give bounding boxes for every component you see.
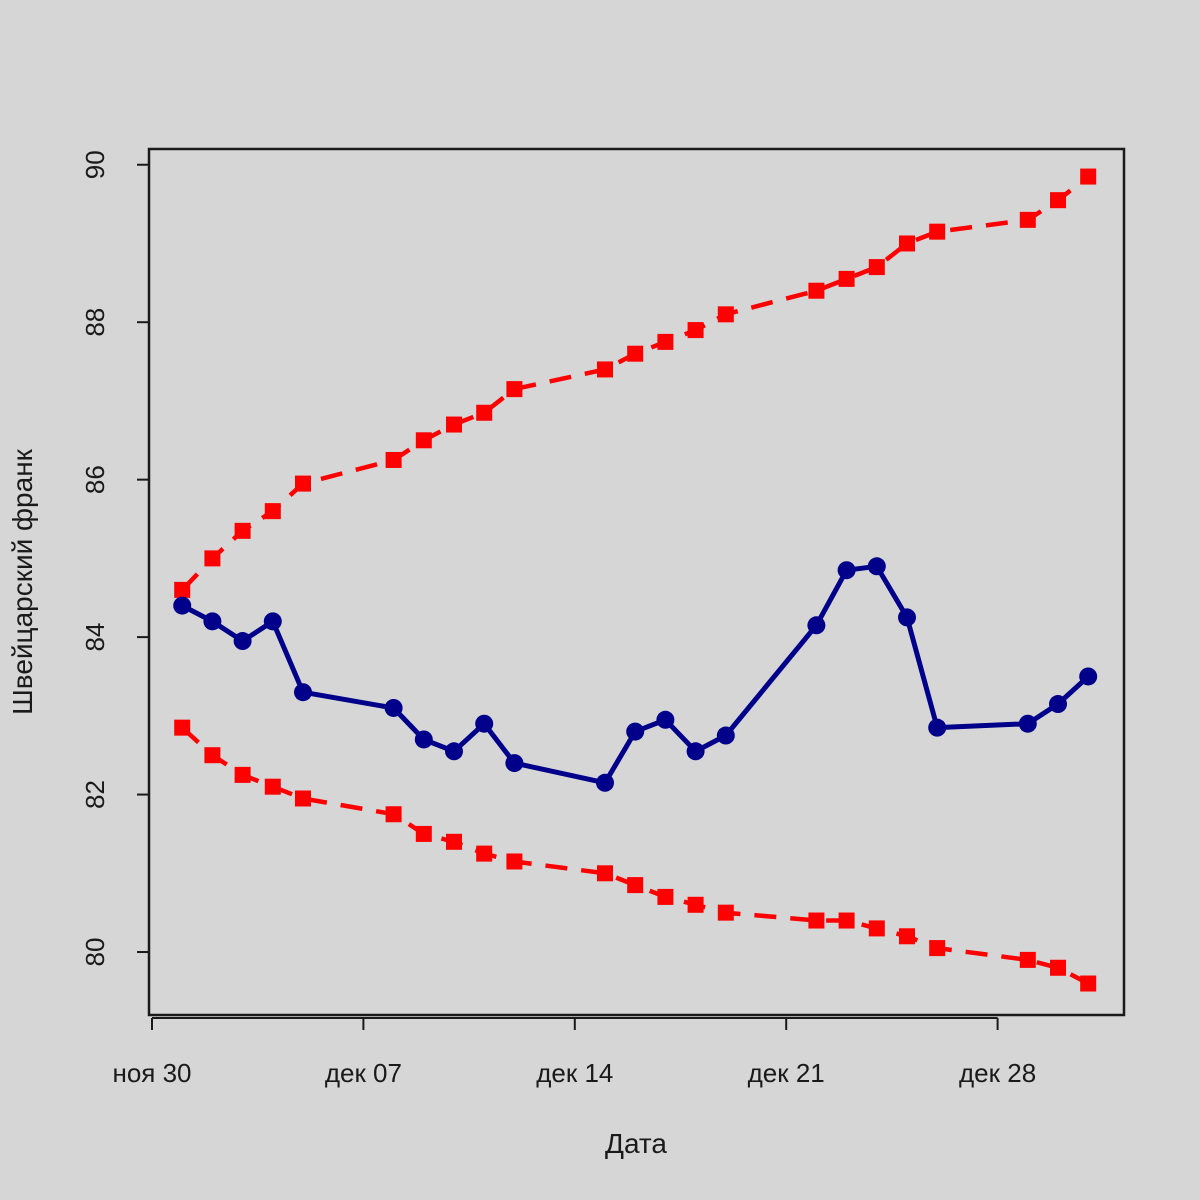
data-point [414,730,433,749]
x-tick-label: дек 28 [959,1058,1036,1088]
data-point [838,270,855,287]
y-axis: 80 82 84 86 88 90 [80,150,149,966]
data-point [415,825,432,842]
y-tick-label: 90 [80,150,110,179]
data-point [596,773,614,792]
data-point [173,596,192,615]
data-point [1080,168,1097,185]
data-point [808,912,825,929]
y-tick-label: 86 [80,465,110,494]
band-series [174,168,1097,598]
data-point [656,710,675,729]
data-point [1079,667,1098,686]
data-point [657,888,674,905]
y-axis-title: Швейцарский франк [7,448,38,715]
data-point [415,432,432,449]
data-point [446,833,462,850]
plot-frame [147,147,1126,1017]
y-tick-label: 82 [80,780,110,809]
data-point [295,475,311,492]
data-point [899,928,915,945]
data-point [868,920,885,937]
series-line [180,725,1090,986]
data-point [868,259,885,276]
y-tick-label: 84 [80,623,110,652]
data-point [627,877,644,894]
data-point [928,718,947,737]
data-point [929,940,946,957]
data-point [1080,975,1097,992]
y-tick-label: 80 [80,938,110,967]
data-point [687,896,704,913]
data-point [174,719,191,736]
data-point [838,912,855,929]
band-series [174,719,1097,992]
x-tick-label: дек 14 [536,1058,613,1088]
data-point [717,904,734,921]
data-point [898,608,916,627]
data-point [204,747,221,764]
data-point [384,698,403,717]
series-line [180,174,1090,592]
data-point [204,550,221,567]
data-point [234,766,251,783]
data-point [446,416,462,433]
data-point [1050,192,1066,209]
data-point [1049,695,1067,714]
data-point [807,616,826,635]
data-point [264,778,281,795]
x-axis: ноя 30 дек 07 дек 14 дек 21 дек 28 [112,1017,1036,1088]
data-point [476,404,493,421]
series-line [181,563,1090,786]
x-axis-title: Дата [605,1128,667,1159]
data-point [506,853,523,870]
data-point [385,806,402,823]
data-point [1019,951,1036,968]
y-tick-label: 88 [80,308,110,337]
data-point [505,754,524,773]
data-point [627,345,644,362]
data-point [717,306,734,323]
data-point [686,742,705,761]
x-tick-label: дек 07 [325,1058,402,1088]
data-point [476,845,493,862]
data-point [1050,959,1066,976]
data-point [203,612,222,631]
data-point [294,683,312,702]
data-point [445,742,463,761]
data-point [295,790,311,807]
data-point [929,223,946,240]
series-layer [173,168,1098,992]
data-point [1019,211,1036,228]
data-point [264,503,281,520]
data-point [597,361,613,378]
data-point [808,282,825,299]
data-point [475,714,494,733]
data-point [657,333,674,350]
data-point [1018,714,1037,733]
data-point [506,381,523,398]
x-tick-label: ноя 30 [112,1058,191,1088]
data-point [837,561,856,580]
data-point [687,322,704,339]
data-point [597,865,613,882]
data-point [233,632,252,651]
main-series [173,557,1098,792]
data-point [234,522,251,539]
data-point [716,726,735,745]
data-point [899,235,915,252]
data-point [867,557,886,576]
data-point [263,612,282,631]
data-point [385,451,402,468]
data-point [174,581,191,598]
x-tick-label: дек 21 [748,1058,825,1088]
data-point [626,722,645,741]
